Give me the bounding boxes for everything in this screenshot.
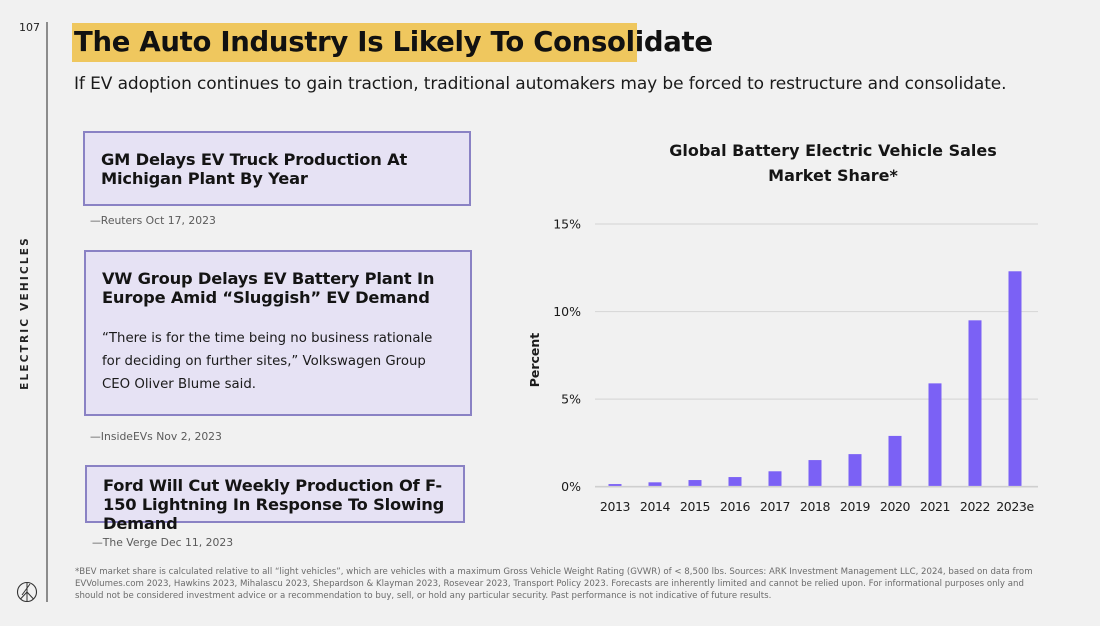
- bar-2018: [808, 460, 822, 486]
- bar-2022: [968, 320, 982, 486]
- page-number: 107: [19, 21, 40, 34]
- sidebar-divider: [46, 22, 48, 602]
- x-tick-label: 2023e: [996, 499, 1034, 514]
- page-subtitle: If EV adoption continues to gain tractio…: [74, 74, 1007, 94]
- news-card-vw: VW Group Delays EV Battery Plant In Euro…: [84, 250, 472, 416]
- x-tick-label: 2017: [760, 499, 790, 514]
- bar-2016: [728, 477, 742, 486]
- y-tick-label: 0%: [561, 479, 581, 494]
- bar-2023e: [1008, 271, 1022, 486]
- bar-2013: [608, 484, 622, 486]
- x-tick-label: 2013: [600, 499, 630, 514]
- news-card-gm: GM Delays EV Truck Production At Michiga…: [83, 131, 471, 206]
- news-card-ford: Ford Will Cut Weekly Production Of F-150…: [85, 465, 465, 533]
- chart-title-line-1: Global Battery Electric Vehicle Sales: [669, 141, 997, 160]
- bar-2021: [928, 383, 942, 486]
- x-tick-label: 2019: [840, 499, 871, 514]
- bar-2019: [848, 454, 862, 486]
- ark-logo-icon: [16, 581, 38, 603]
- page-title: The Auto Industry Is Likely To Consolida…: [74, 26, 713, 58]
- x-tick-label: 2015: [680, 499, 710, 514]
- x-tick-label: 2020: [880, 499, 911, 514]
- news-source: —InsideEVs Nov 2, 2023: [90, 430, 222, 443]
- news-headline: VW Group Delays EV Battery Plant In Euro…: [102, 269, 435, 307]
- news-quote: “There is for the time being no business…: [102, 331, 433, 392]
- chart-title: Global Battery Electric Vehicle Sales Ma…: [608, 138, 1058, 188]
- bar-2020: [888, 435, 902, 486]
- y-tick-label: 10%: [553, 304, 581, 319]
- bar-2014: [648, 482, 662, 486]
- x-tick-label: 2018: [800, 499, 831, 514]
- bar-2017: [768, 471, 782, 486]
- x-tick-label: 2022: [960, 499, 990, 514]
- news-headline: Ford Will Cut Weekly Production Of F-150…: [103, 476, 445, 533]
- bev-market-share-chart: 0% 5% 10% 15% Percent 2013 2014 2015 2016 2017 201…: [527, 217, 1038, 514]
- y-tick-label: 5%: [561, 392, 581, 407]
- news-source: —Reuters Oct 17, 2023: [90, 214, 216, 227]
- x-tick-label: 2021: [920, 499, 950, 514]
- news-headline: GM Delays EV Truck Production At Michiga…: [101, 150, 408, 188]
- bar-2015: [688, 480, 702, 486]
- x-tick-label: 2014: [640, 499, 671, 514]
- y-axis-label: Percent: [527, 333, 542, 388]
- x-tick-label: 2016: [720, 499, 751, 514]
- y-tick-label: 15%: [553, 217, 581, 232]
- title-highlight: The Auto Industry Is Likely To Consolida…: [72, 23, 713, 62]
- chart-title-line-2: Market Share*: [768, 166, 898, 185]
- news-source: —The Verge Dec 11, 2023: [92, 536, 234, 549]
- footnote: *BEV market share is calculated relative…: [75, 567, 1033, 602]
